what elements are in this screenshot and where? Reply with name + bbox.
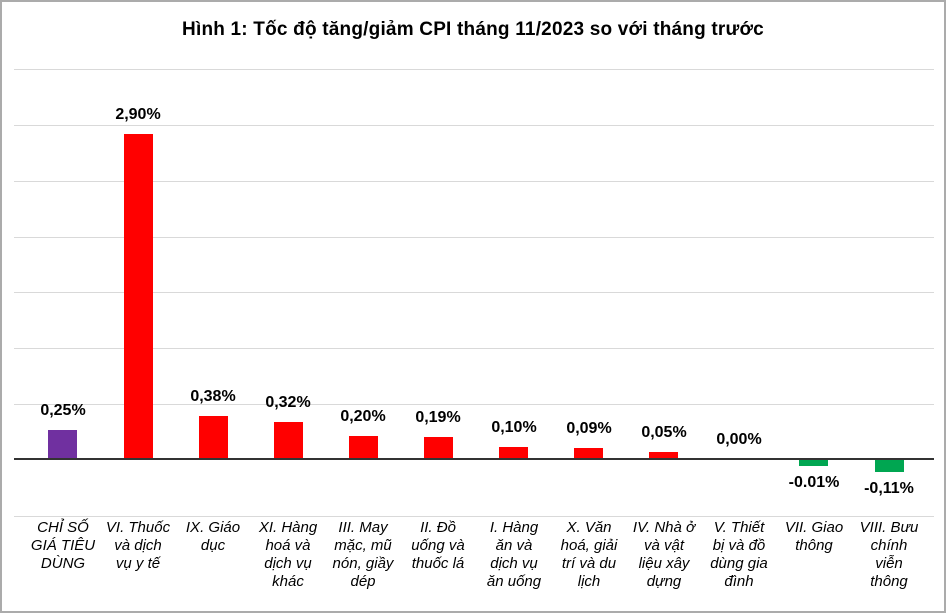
value-label-2: 2,90% xyxy=(115,106,161,123)
gridline xyxy=(14,292,934,293)
category-label-1: CHỈ SỐ GIÁ TIÊU DÙNG xyxy=(30,519,96,572)
value-label-8: 0,09% xyxy=(566,420,612,437)
value-label-1: 0,25% xyxy=(40,402,86,419)
category-label-4: XI. Hàng hoá và dịch vụ khác xyxy=(258,519,318,590)
value-label-4: 0,32% xyxy=(265,394,311,411)
category-label-9: IV. Nhà ở và vật liệu xây dựng xyxy=(632,519,696,590)
bar-6 xyxy=(424,437,453,458)
bar-4 xyxy=(274,422,303,458)
gridline xyxy=(14,125,934,126)
category-label-10: V. Thiết bị và đồ dùng gia đình xyxy=(710,519,768,590)
value-label-12: -0,11% xyxy=(864,480,914,497)
gridline xyxy=(14,348,934,349)
bar-8 xyxy=(574,448,603,458)
category-label-2: VI. Thuốc và dịch vụ y tế xyxy=(105,519,171,572)
category-label-3: IX. Giáo dục xyxy=(185,519,241,554)
category-label-7: I. Hàng ăn và dịch vụ ăn uống xyxy=(486,519,542,590)
gridline xyxy=(14,181,934,182)
category-label-11: VII. Giao thông xyxy=(784,519,844,554)
category-label-12: VIII. Bưu chính viễn thông xyxy=(859,519,919,590)
x-axis-line xyxy=(14,458,934,460)
category-label-6: II. Đồ uống và thuốc lá xyxy=(411,519,465,572)
gridline xyxy=(14,404,934,405)
value-label-6: 0,19% xyxy=(415,409,461,426)
value-label-9: 0,05% xyxy=(641,424,687,441)
bar-3 xyxy=(199,416,228,458)
gridline xyxy=(14,237,934,238)
chart-title: Hình 1: Tốc độ tăng/giảm CPI tháng 11/20… xyxy=(182,19,764,40)
value-label-7: 0,10% xyxy=(491,419,537,436)
value-label-11: -0.01% xyxy=(788,474,840,491)
bar-12 xyxy=(875,460,904,472)
gridline xyxy=(14,516,934,517)
value-label-10: 0,00% xyxy=(716,431,762,448)
bar-1 xyxy=(48,430,77,458)
category-label-5: III. May mặc, mũ nón, giầy dép xyxy=(332,519,394,590)
gridline xyxy=(14,69,934,70)
value-label-5: 0,20% xyxy=(340,408,386,425)
bar-7 xyxy=(499,447,528,458)
bar-9 xyxy=(649,452,678,458)
category-label-8: X. Văn hoá, giải trí và du lịch xyxy=(560,519,618,590)
bar-5 xyxy=(349,436,378,458)
bar-11 xyxy=(799,460,828,466)
bar-2 xyxy=(124,134,153,458)
value-label-3: 0,38% xyxy=(190,388,236,405)
